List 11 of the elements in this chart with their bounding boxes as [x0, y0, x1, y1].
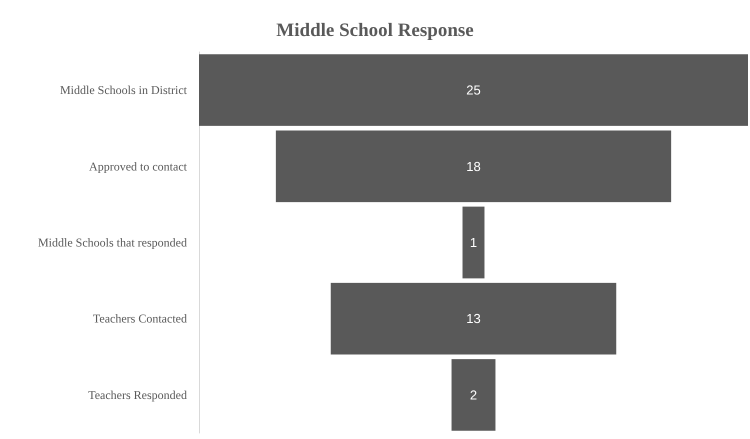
- data-label: 2: [470, 387, 478, 402]
- data-label: 13: [466, 311, 481, 326]
- category-label: Teachers Responded: [88, 388, 187, 402]
- data-label: 1: [470, 235, 478, 250]
- category-label: Middle Schools in District: [60, 83, 188, 98]
- category-label: Middle Schools that responded: [38, 236, 187, 250]
- data-label: 18: [466, 158, 481, 174]
- category-label: Teachers Contacted: [92, 312, 187, 326]
- data-label: 25: [466, 82, 481, 98]
- text: Middle School Response: [276, 20, 474, 41]
- category-label: Approved to contact: [89, 159, 188, 174]
